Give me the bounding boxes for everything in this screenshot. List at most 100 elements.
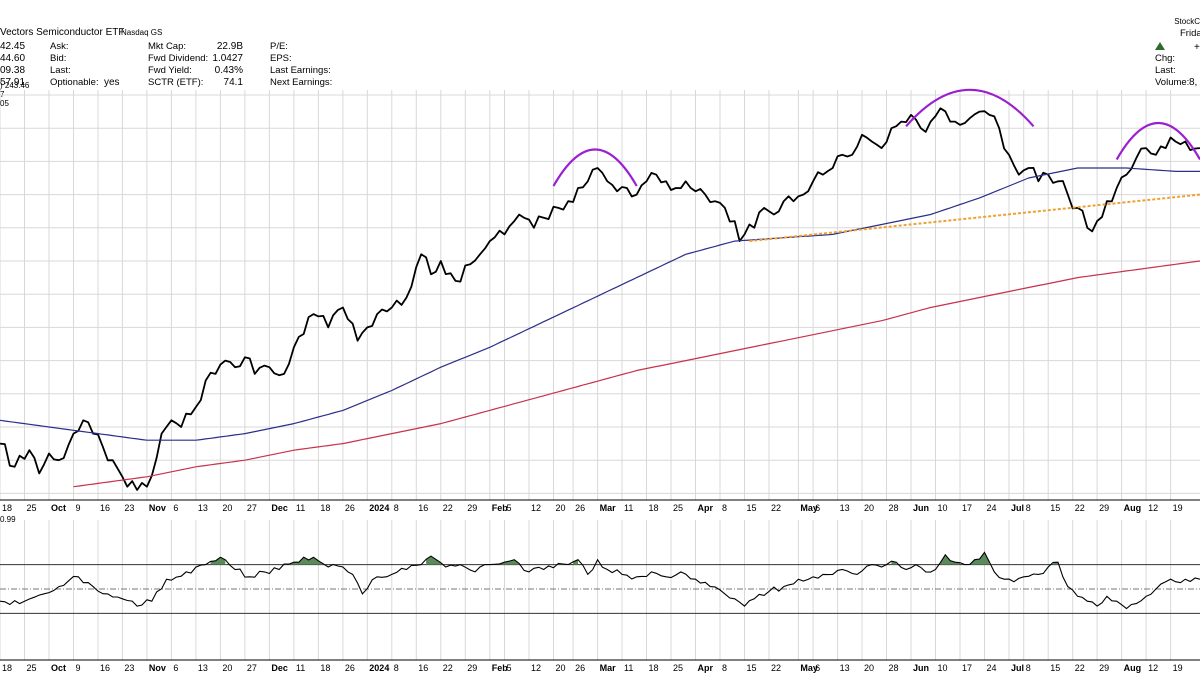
x-tick-top-30: 8	[722, 503, 727, 513]
x-tick-bottom-28: 25	[673, 663, 683, 673]
x-tick-bottom-39: 10	[938, 663, 948, 673]
x-tick-bottom-35: 13	[840, 663, 850, 673]
x-tick-bottom-15: 2024	[369, 663, 389, 673]
x-tick-bottom-2: Oct	[51, 663, 66, 673]
oscillator-grid	[0, 520, 1200, 660]
volume-label: Volume:	[1155, 77, 1189, 88]
x-tick-bottom-20: Feb	[492, 663, 509, 673]
x-tick-top-7: 6	[173, 503, 178, 513]
x-tick-top-15: 2024	[369, 503, 389, 513]
sctr-label: SCTR (ETF):	[148, 77, 203, 88]
x-tick-top-47: Aug	[1124, 503, 1142, 513]
x-tick-bottom-0: 18	[2, 663, 12, 673]
x-tick-bottom-18: 22	[443, 663, 453, 673]
x-tick-bottom-1: 25	[27, 663, 37, 673]
x-tick-top-16: 8	[394, 503, 399, 513]
x-tick-bottom-10: 27	[247, 663, 257, 673]
volume-value: 8,	[1189, 77, 1197, 88]
overbought-fill-10	[940, 554, 960, 565]
oscillator-legend: 0.99	[0, 515, 16, 524]
x-tick-bottom-38: Jun	[913, 663, 929, 673]
header-panel: Vectors Semiconductor ETF Nasdaq GS 42.4…	[0, 17, 1200, 88]
x-tick-top-36: 20	[864, 503, 874, 513]
x-tick-bottom-43: 8	[1026, 663, 1031, 673]
x-tick-bottom-13: 18	[320, 663, 330, 673]
x-tick-bottom-45: 22	[1075, 663, 1085, 673]
x-tick-top-43: 8	[1026, 503, 1031, 513]
ma50-line	[0, 167, 1200, 441]
x-tick-top-23: 20	[556, 503, 566, 513]
x-tick-top-11: Dec	[271, 503, 288, 513]
x-tick-bottom-25: Mar	[600, 663, 617, 673]
x-tick-top-48: 12	[1148, 503, 1158, 513]
x-tick-bottom-47: Aug	[1124, 663, 1142, 673]
x-tick-top-18: 22	[443, 503, 453, 513]
last-earnings-label: Last Earnings:	[270, 65, 331, 76]
x-tick-bottom-4: 16	[100, 663, 110, 673]
x-tick-top-0: 18	[2, 503, 12, 513]
sctr-value: 74.1	[224, 77, 244, 88]
x-tick-bottom-37: 28	[889, 663, 899, 673]
x-tick-top-35: 13	[840, 503, 850, 513]
exchange-text: Nasdaq GS	[121, 28, 162, 37]
x-tick-top-4: 16	[100, 503, 110, 513]
x-tick-top-37: 28	[889, 503, 899, 513]
x-tick-bottom-36: 20	[864, 663, 874, 673]
ask-label: Ask:	[50, 41, 68, 52]
x-tick-bottom-19: 29	[467, 663, 477, 673]
next-earnings-label: Next Earnings:	[270, 77, 332, 88]
x-tick-top-39: 10	[938, 503, 948, 513]
x-tick-bottom-29: Apr	[698, 663, 714, 673]
title-text: Vectors Semiconductor ETF	[0, 27, 125, 38]
x-tick-top-24: 26	[575, 503, 585, 513]
price-series-group	[0, 107, 1200, 491]
x-tick-top-1: 25	[27, 503, 37, 513]
x-tick-bottom-49: 19	[1173, 663, 1183, 673]
left-value-2: 44.60	[0, 53, 25, 64]
price-line	[0, 107, 1200, 491]
up-arrow-icon	[1155, 42, 1165, 50]
arc-annotation-0	[552, 148, 638, 187]
fwd-yield-value: 0.43%	[215, 65, 243, 76]
right-last-label: Last:	[1155, 65, 1176, 76]
x-tick-top-40: 17	[962, 503, 972, 513]
x-tick-bottom-17: 16	[418, 663, 428, 673]
x-tick-bottom-11: Dec	[271, 663, 288, 673]
pe-label: P/E:	[270, 41, 288, 52]
x-tick-top-44: 15	[1050, 503, 1060, 513]
optionable-value: yes	[104, 77, 120, 88]
x-tick-bottom-5: 23	[124, 663, 134, 673]
price-grid	[0, 90, 1200, 500]
x-tick-top-8: 13	[198, 503, 208, 513]
ma-legend-1: ) 243.46	[0, 81, 30, 90]
fwd-dividend-label: Fwd Dividend:	[148, 53, 208, 64]
x-tick-bottom-22: 12	[531, 663, 541, 673]
x-tick-top-28: 25	[673, 503, 683, 513]
x-tick-top-49: 19	[1173, 503, 1183, 513]
date-text: Friday 30-A	[1180, 28, 1200, 39]
x-tick-bottom-26: 11	[624, 663, 633, 673]
x-tick-top-12: 11	[296, 503, 305, 513]
brand-text: StockC	[1174, 17, 1200, 26]
x-tick-bottom-21: 5	[507, 663, 512, 673]
support-trendline	[749, 193, 1200, 243]
x-tick-top-34: 6	[815, 503, 820, 513]
x-tick-top-20: Feb	[492, 503, 509, 513]
left-value-3: 09.38	[0, 65, 25, 76]
fwd-dividend-value: 1.0427	[212, 53, 243, 64]
annotation-group	[552, 88, 1200, 243]
x-tick-bottom-34: 6	[815, 663, 820, 673]
left-value-4: 57.91	[0, 77, 25, 88]
bid-label: Bid:	[50, 53, 66, 64]
x-tick-top-46: 29	[1099, 503, 1109, 513]
x-tick-bottom-40: 17	[962, 663, 972, 673]
optionable-label: Optionable:	[50, 77, 99, 88]
x-tick-top-21: 5	[507, 503, 512, 513]
plus-sign: +	[1194, 42, 1200, 53]
x-tick-bottom-8: 13	[198, 663, 208, 673]
x-axis-labels-bottom: 18 25 Oct 9 16 23 Nov 6 13 20 27 Dec 11 18 26 2024 8 16 22…	[2, 663, 1183, 673]
ma200-line	[73, 260, 1200, 488]
ma-legend-3: 05	[0, 99, 9, 108]
x-tick-bottom-12: 11	[296, 663, 305, 673]
